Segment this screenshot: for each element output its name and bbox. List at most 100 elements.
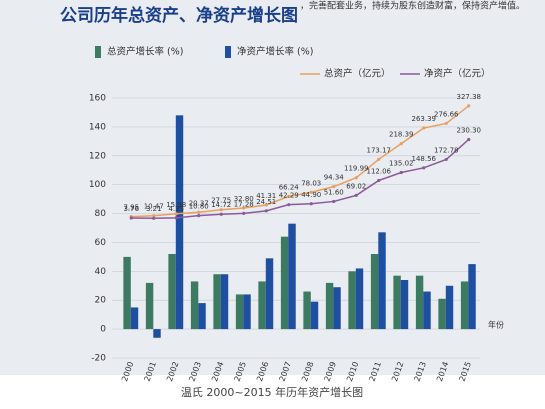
bar (153, 329, 161, 338)
data-label: 276.66 (434, 110, 459, 118)
data-label: 112.06 (367, 167, 392, 175)
chart-title: 公司历年总资产、净资产增长图 (60, 5, 298, 26)
data-label: 148.56 (412, 155, 437, 163)
line-point (242, 211, 246, 215)
bar (333, 287, 341, 330)
line-point (467, 104, 471, 108)
line-point (197, 213, 201, 218)
bar (370, 254, 379, 330)
line-point (152, 216, 156, 220)
bar (355, 268, 364, 330)
line-point (332, 185, 336, 189)
legend-label: 总资产增长率 (%) (107, 46, 183, 58)
y-tick-label: -20 (91, 354, 106, 364)
bar (220, 274, 229, 330)
data-label: 42.29 (279, 192, 299, 200)
y-tick-label: 160 (89, 94, 106, 104)
bar (438, 298, 446, 330)
y-tick-label: 100 (89, 180, 106, 190)
line-point (197, 210, 201, 214)
line-point (422, 126, 426, 130)
bar (303, 291, 311, 330)
bar (243, 294, 251, 330)
line-point (129, 216, 133, 220)
data-label: 66.24 (279, 183, 300, 191)
line-point (377, 157, 381, 161)
line-point (444, 157, 448, 162)
line-point (152, 214, 156, 218)
data-label: 15.98 (166, 201, 186, 209)
data-label: 14.72 (211, 201, 231, 209)
line-point (242, 206, 246, 210)
line-point (174, 212, 178, 216)
y-tick-label: 60 (95, 238, 107, 248)
y-tick-label: 80 (95, 209, 107, 219)
data-label: 20.37 (189, 199, 209, 207)
legend-swatch (225, 46, 231, 58)
line-point (174, 216, 178, 220)
line-point (399, 170, 403, 175)
data-label: 230.30 (457, 126, 482, 134)
bar (393, 275, 401, 330)
bar (130, 307, 139, 330)
y-tick-label: 0 (100, 325, 106, 335)
data-label: 172.78 (434, 146, 459, 154)
bar (190, 281, 199, 330)
subtitle: ，完善配套业务，持续为股东创造财富，保持资产增值。 (300, 0, 525, 12)
bar (288, 223, 296, 330)
data-label: 263.39 (412, 115, 437, 123)
legend-label: 净资产（亿元） (424, 68, 491, 80)
bar (468, 264, 476, 330)
bar (325, 282, 334, 330)
line-point (264, 209, 268, 213)
data-label: 218.39 (389, 131, 414, 139)
bar (415, 275, 424, 330)
line-point (219, 212, 223, 216)
data-label: 10.80 (189, 203, 209, 211)
data-label: 44.90 (301, 191, 321, 199)
data-label: 27.75 (211, 197, 231, 205)
data-label: 3.21 (146, 205, 162, 213)
line (131, 138, 470, 219)
line-point (422, 166, 426, 170)
legend-label: 净资产增长率 (%) (237, 46, 313, 58)
line (131, 105, 470, 218)
line-point (467, 137, 471, 142)
line-point (309, 202, 313, 206)
line-point (354, 176, 358, 180)
line-point (287, 194, 291, 198)
line-point (309, 190, 313, 194)
line-point (377, 178, 381, 183)
data-label: 7.95 (123, 204, 139, 212)
data-label: 17.28 (234, 200, 254, 208)
data-label: 69.02 (346, 182, 366, 190)
bar (265, 258, 274, 330)
bar (348, 271, 356, 330)
line-point (354, 193, 358, 198)
bar (400, 280, 409, 330)
line-point (332, 199, 336, 204)
data-label: 24.51 (256, 198, 276, 206)
data-label: 94.34 (324, 174, 345, 182)
line-point (444, 121, 448, 126)
bar (258, 281, 266, 330)
data-label: 4.35 (168, 205, 184, 213)
legend-swatch (95, 46, 101, 58)
data-label: 51.60 (324, 188, 344, 196)
line-point (399, 142, 403, 146)
caption: 温氏 2000~2015 年历年资产增长图 (181, 385, 363, 399)
bar (423, 291, 431, 330)
y-tick-label: 40 (95, 267, 107, 277)
data-label: 327.38 (457, 93, 482, 101)
bar (235, 294, 244, 330)
legend-label: 总资产（亿元） (324, 68, 391, 80)
y-tick-label: 20 (95, 296, 107, 306)
line-point (219, 208, 223, 212)
data-label: 78.03 (301, 179, 321, 187)
data-label: 173.17 (367, 146, 392, 154)
bar (460, 281, 469, 330)
data-label: 41.31 (256, 192, 276, 200)
bar (123, 256, 131, 330)
bar (280, 236, 289, 330)
